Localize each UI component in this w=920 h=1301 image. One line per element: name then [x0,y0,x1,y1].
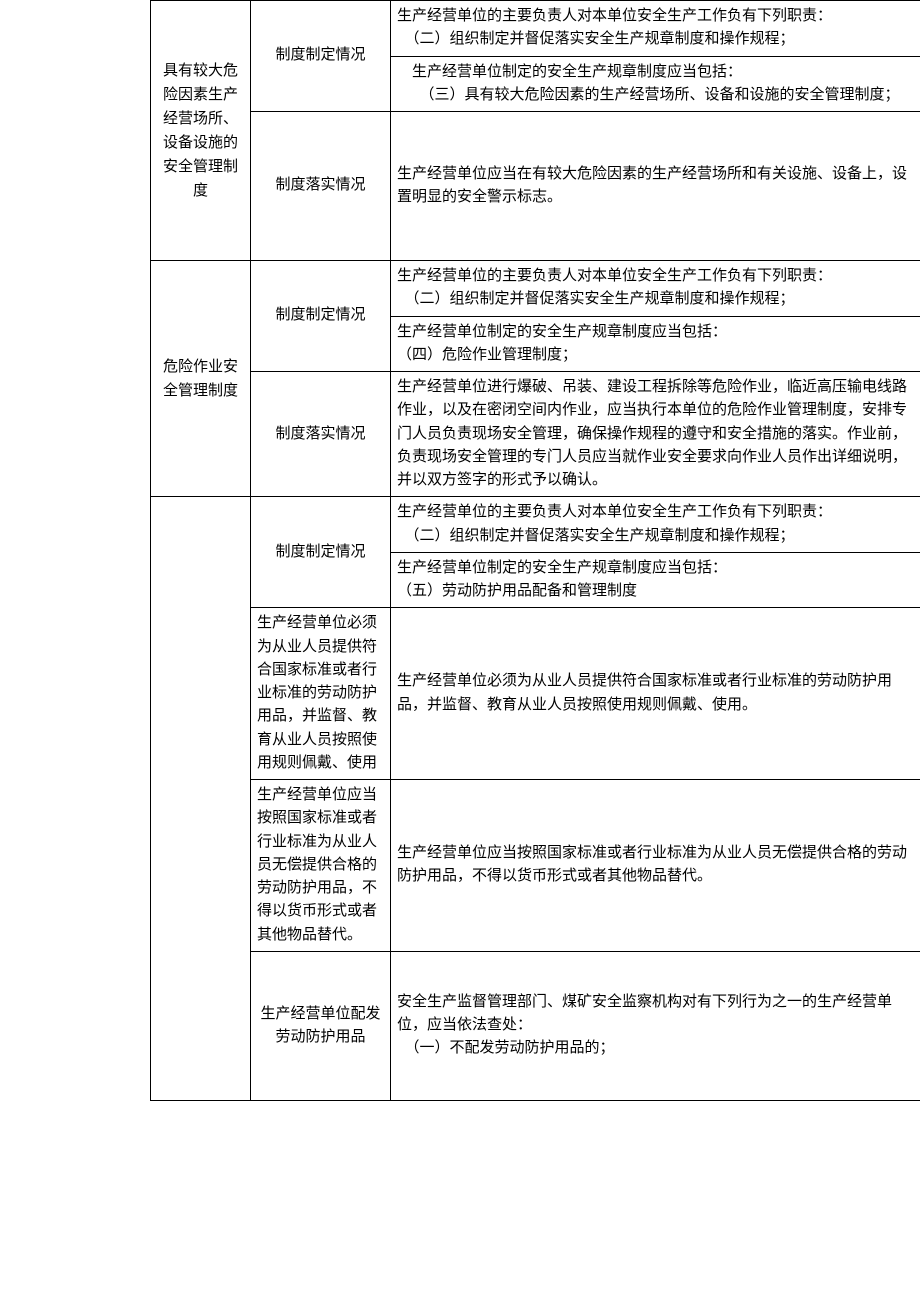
subcategory-cell: 生产经营单位配发劳动防护用品 [251,951,391,1100]
subcategory-cell: 生产经营单位应当按照国家标准或者行业标准为从业人员无偿提供合格的劳动防护用品，不… [251,780,391,952]
subcategory-cell: 制度制定情况 [251,1,391,112]
category-cell: 具有较大危险因素生产经营场所、设备设施的安全管理制度 [151,1,251,261]
subcategory-cell: 制度落实情况 [251,112,391,261]
subcategory-cell: 制度落实情况 [251,372,391,497]
subcategory-cell: 制度制定情况 [251,261,391,372]
content-cell: 生产经营单位的主要负责人对本单位安全生产工作负有下列职责： （二）组织制定并督促… [391,261,920,317]
content-cell: 生产经营单位应当在有较大危险因素的生产经营场所和有关设施、设备上，设置明显的安全… [391,112,920,261]
content-cell: 安全生产监督管理部门、煤矿安全监察机构对有下列行为之一的生产经营单位，应当依法查… [391,951,920,1100]
table-row: 生产经营单位配发劳动防护用品 安全生产监督管理部门、煤矿安全监察机构对有下列行为… [151,951,920,1100]
table-row: 生产经营单位应当按照国家标准或者行业标准为从业人员无偿提供合格的劳动防护用品，不… [151,780,920,952]
regulation-table: 具有较大危险因素生产经营场所、设备设施的安全管理制度 制度制定情况 生产经营单位… [150,0,920,1101]
table-row: 制度落实情况 生产经营单位应当在有较大危险因素的生产经营场所和有关设施、设备上，… [151,112,920,261]
content-cell: 生产经营单位应当按照国家标准或者行业标准为从业人员无偿提供合格的劳动防护用品，不… [391,780,920,952]
category-cell [151,497,251,1101]
table-row: 具有较大危险因素生产经营场所、设备设施的安全管理制度 制度制定情况 生产经营单位… [151,1,920,57]
content-cell: 生产经营单位的主要负责人对本单位安全生产工作负有下列职责： （二）组织制定并督促… [391,1,920,57]
table-row: 危险作业安全管理制度 制度制定情况 生产经营单位的主要负责人对本单位安全生产工作… [151,261,920,317]
subcategory-cell: 制度制定情况 [251,497,391,608]
table-row: 制度制定情况 生产经营单位的主要负责人对本单位安全生产工作负有下列职责： （二）… [151,497,920,553]
content-cell: 生产经营单位进行爆破、吊装、建设工程拆除等危险作业，临近高压输电线路作业，以及在… [391,372,920,497]
content-cell: 生产经营单位制定的安全生产规章制度应当包括：（四）危险作业管理制度； [391,316,920,372]
table-row: 生产经营单位必须为从业人员提供符合国家标准或者行业标准的劳动防护用品，并监督、教… [151,608,920,780]
content-cell: 生产经营单位制定的安全生产规章制度应当包括： （三）具有较大危险因素的生产经营场… [391,56,920,112]
content-cell: 生产经营单位制定的安全生产规章制度应当包括：（五）劳动防护用品配备和管理制度 [391,552,920,608]
category-cell: 危险作业安全管理制度 [151,261,251,497]
table-row: 制度落实情况 生产经营单位进行爆破、吊装、建设工程拆除等危险作业，临近高压输电线… [151,372,920,497]
subcategory-cell: 生产经营单位必须为从业人员提供符合国家标准或者行业标准的劳动防护用品，并监督、教… [251,608,391,780]
content-cell: 生产经营单位必须为从业人员提供符合国家标准或者行业标准的劳动防护用品，并监督、教… [391,608,920,780]
content-cell: 生产经营单位的主要负责人对本单位安全生产工作负有下列职责： （二）组织制定并督促… [391,497,920,553]
